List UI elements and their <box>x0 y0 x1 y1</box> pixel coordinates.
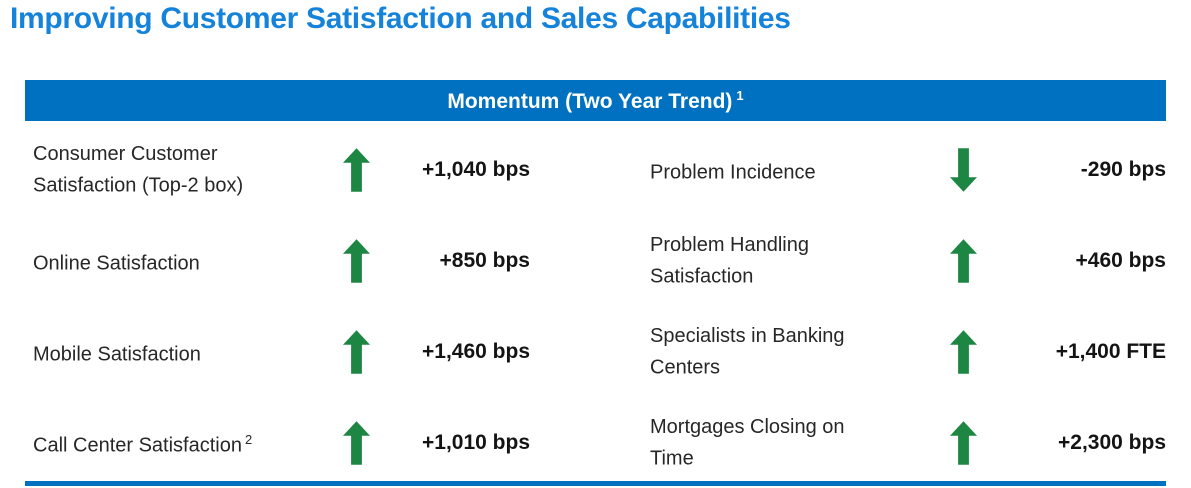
down-arrow-icon <box>949 147 977 192</box>
metric-value: -290 bps <box>1080 157 1166 181</box>
metric-value: +1,460 bps <box>422 339 530 363</box>
metric-value: +2,300 bps <box>1058 430 1166 454</box>
footnote-ref: 2 <box>244 431 253 447</box>
metric-value: +1,400 FTE <box>1055 339 1166 363</box>
trend-arrow-cell <box>325 306 387 397</box>
trend-arrow-cell <box>325 397 387 488</box>
metric-value: +1,040 bps <box>422 157 530 181</box>
trend-arrow-cell <box>932 215 994 306</box>
banner-title: Momentum (Two Year Trend) 1 <box>447 88 743 114</box>
table-bottom-border <box>25 481 1166 486</box>
up-arrow-icon <box>342 238 370 283</box>
metrics-table: Consumer Customer Satisfaction (Top-2 bo… <box>25 124 1166 488</box>
momentum-banner: Momentum (Two Year Trend) 1 <box>25 80 1166 121</box>
metric-label-consumer-satisfaction: Consumer Customer Satisfaction (Top-2 bo… <box>33 142 244 197</box>
up-arrow-icon <box>342 329 370 374</box>
page-title: Improving Customer Satisfaction and Sale… <box>10 2 791 35</box>
up-arrow-icon <box>949 238 977 283</box>
trend-arrow-cell <box>325 215 387 306</box>
metric-label-problem-incidence: Problem Incidence <box>650 161 816 184</box>
metric-value: +1,010 bps <box>422 430 530 454</box>
trend-arrow-cell <box>932 124 994 215</box>
metric-label-specialists-banking: Specialists in Banking Centers <box>650 324 845 379</box>
metric-label-mobile-satisfaction: Mobile Satisfaction <box>33 343 201 366</box>
banner-footnote-ref: 1 <box>736 87 744 103</box>
up-arrow-icon <box>949 329 977 374</box>
up-arrow-icon <box>949 420 977 465</box>
metric-label-online-satisfaction: Online Satisfaction <box>33 252 200 275</box>
up-arrow-icon <box>342 147 370 192</box>
metric-label-problem-handling: Problem Handling Satisfaction <box>650 233 809 288</box>
trend-arrow-cell <box>932 397 994 488</box>
metric-label-mortgages-closing: Mortgages Closing on Time <box>650 415 845 470</box>
up-arrow-icon <box>342 420 370 465</box>
metric-value: +850 bps <box>439 248 530 272</box>
banner-title-text: Momentum (Two Year Trend) <box>447 89 733 113</box>
trend-arrow-cell <box>932 306 994 397</box>
metric-label-call-center: Call Center Satisfaction 2 <box>33 431 253 457</box>
trend-arrow-cell <box>325 124 387 215</box>
metric-value: +460 bps <box>1075 248 1166 272</box>
